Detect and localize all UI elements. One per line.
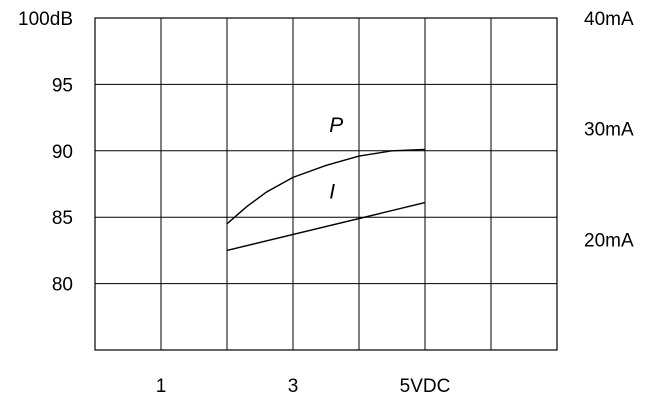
series-label-i: I — [329, 181, 335, 204]
series-curves — [226, 148, 426, 252]
y-tick-label-right: 30mA — [584, 120, 634, 141]
x-tick-label: 5VDC — [400, 376, 451, 396]
y-tick-label-left: 90 — [52, 142, 73, 163]
y-tick-label-left: 85 — [52, 208, 73, 229]
x-tick-label: 1 — [156, 376, 167, 396]
series-line-i — [226, 201, 426, 252]
y-tick-label-left: 100dB — [18, 9, 73, 30]
x-tick-label: 3 — [288, 376, 299, 396]
y-tick-label-right: 20mA — [584, 230, 634, 251]
y-tick-label-left: 95 — [52, 75, 73, 96]
grid-lines — [95, 18, 557, 350]
tick-labels: 100dB 95 90 85 80 40mA 30mA 20mA 1 3 5VDC P I — [18, 9, 634, 396]
plot-frame — [94, 17, 558, 351]
y-tick-label-right: 40mA — [584, 9, 634, 30]
series-label-p: P — [329, 114, 343, 137]
series-line-p — [226, 148, 426, 225]
y-tick-label-left: 80 — [52, 275, 73, 296]
